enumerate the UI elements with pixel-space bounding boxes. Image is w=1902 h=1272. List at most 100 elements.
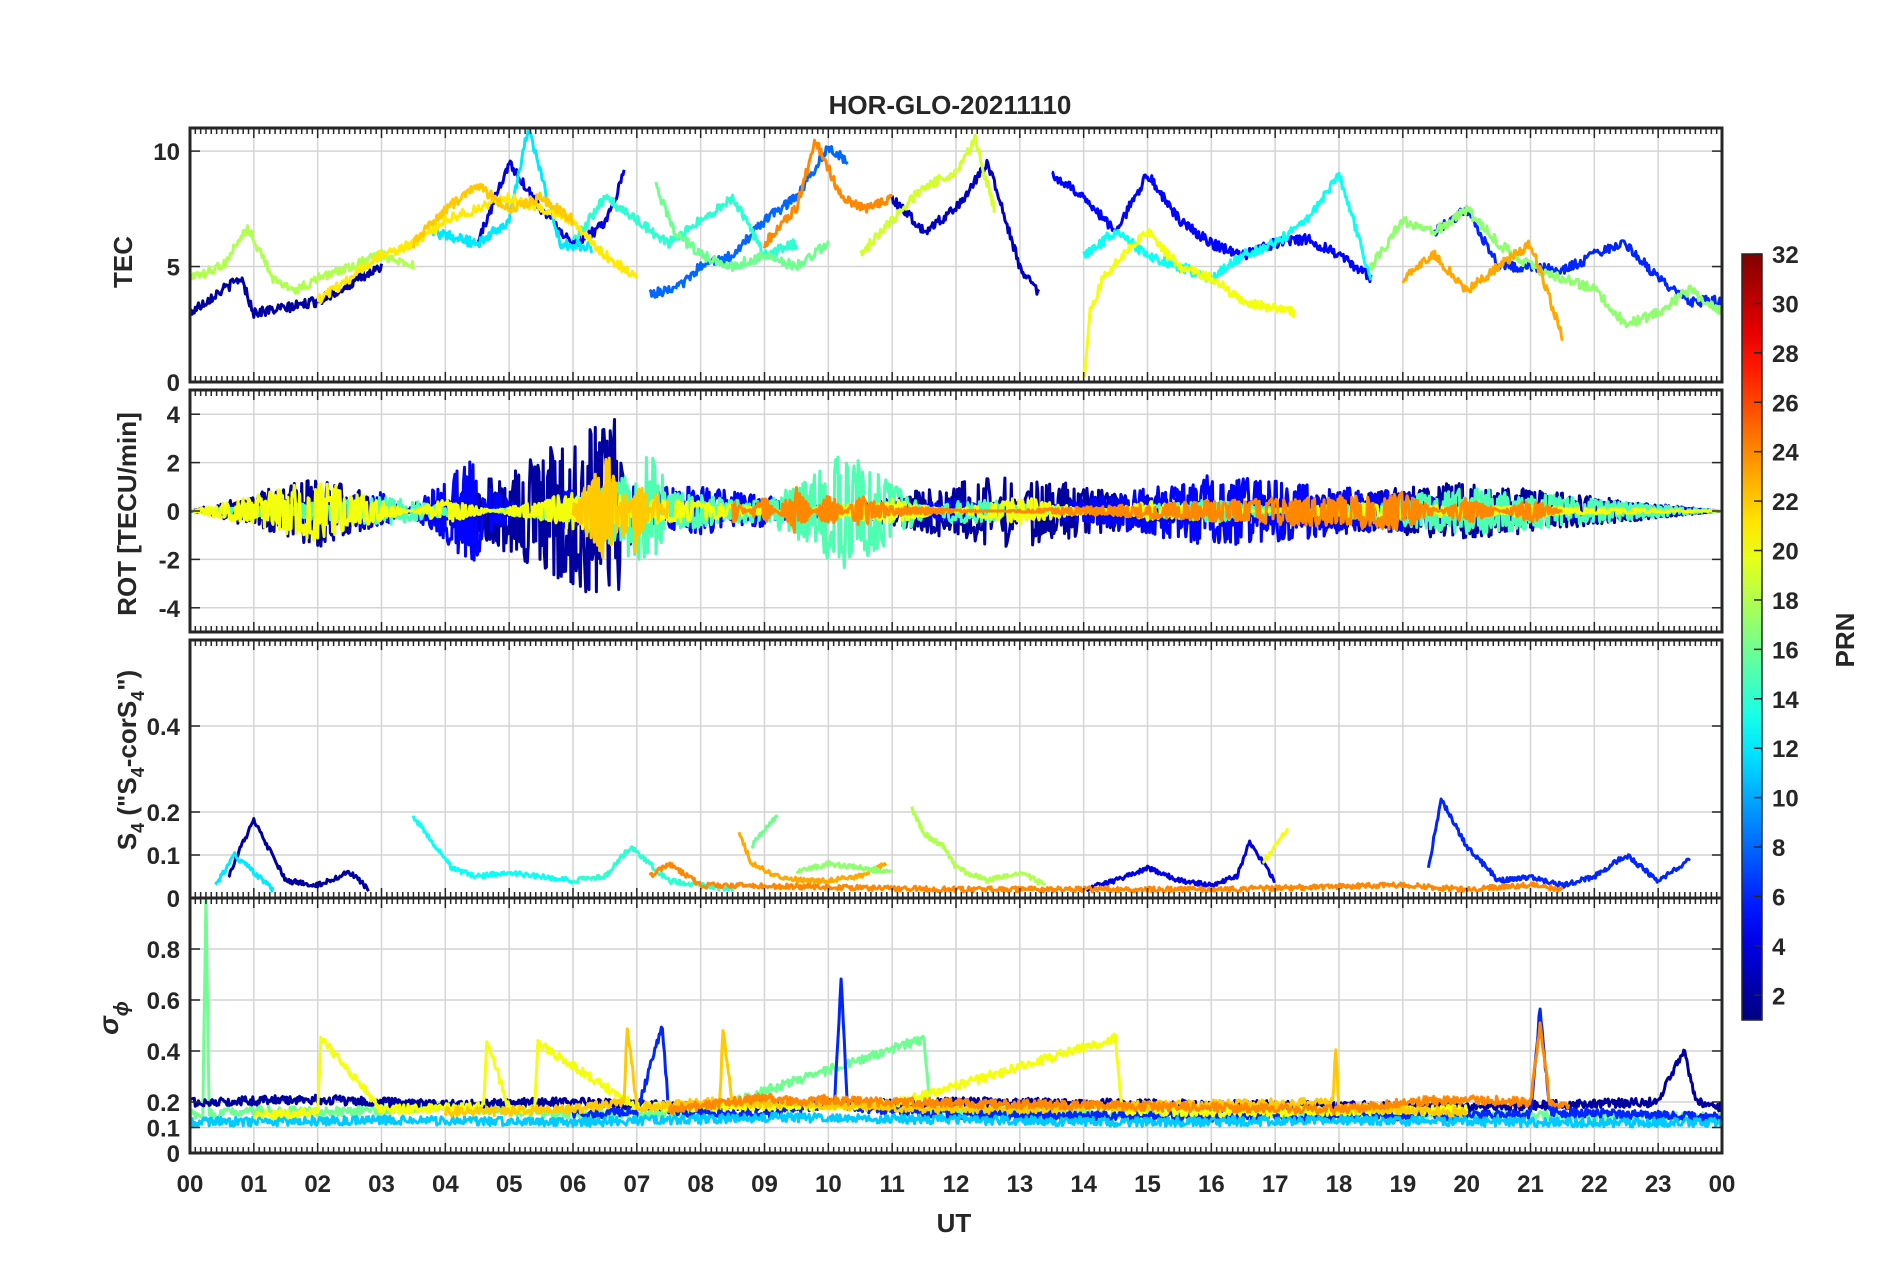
x-tick-label: 22 [1581,1171,1608,1198]
tec-series-prn-3 [890,158,1041,296]
tec-series-prn-8 [648,145,849,299]
sigma-y-tick-label: 0.1 [147,1116,180,1143]
sigma-y-tick-label: 0 [167,1141,180,1168]
x-tick-label: 10 [815,1171,842,1198]
sigma-tick-marks [189,898,1723,1154]
tec-y-tick-label: 0 [167,370,180,397]
s4-series-prn-4 [1082,839,1277,892]
sigma-y-tick-label: 0.4 [147,1039,181,1066]
rot-y-tick-labels: -4 -2 0 2 4 [159,402,181,623]
x-tick-label: 20 [1453,1171,1480,1198]
tec-series-prn-13 [1082,171,1373,284]
rot-y-tick-label: 4 [167,402,181,429]
colorbar-tick-label: 18 [1772,588,1799,615]
tec-series-prn-22 [411,182,575,249]
x-tick-label: 07 [623,1171,650,1198]
tec-series-prn-23 [1401,239,1564,342]
rot-y-tick-label: -2 [159,547,180,574]
x-tick-label: 00 [177,1171,204,1198]
tec-series-prn-4 [476,159,626,250]
sigma-y-tick-label: 0.6 [147,988,180,1015]
colorbar-tick-label: 10 [1772,786,1799,813]
s4-series-prn-12 [214,851,275,893]
x-tick-label: 19 [1389,1171,1416,1198]
s4-label-sub-3: 4 [128,691,148,701]
x-tick-label: 23 [1645,1171,1672,1198]
s4-label-open: ("S [112,777,142,823]
colorbar-gradient [1741,253,1763,1021]
s4-series-prn-20 [1262,827,1290,864]
phi-subscript: ϕ [111,1001,133,1016]
sigma-series-prn-22 [443,1027,1469,1118]
colorbar-tick-label: 28 [1772,341,1799,368]
s4-label-mid: -corS [112,701,142,767]
s4-y-tick-label: 0.1 [147,843,180,870]
colorbar-tick-label: 4 [1772,934,1786,961]
x-tick-label: 00 [1709,1171,1736,1198]
s4-label-sub: 4 [128,823,148,833]
x-tick-label: 02 [304,1171,331,1198]
x-tick-label: 17 [1262,1171,1289,1198]
tec-series-prn-20 [1082,227,1296,378]
s4-series-prn-13 [411,815,574,885]
sigma-y-tick-label: 0.8 [147,937,180,964]
tec-y-tick-labels: 0 5 10 [153,139,180,397]
s4-series-prn-24 [648,861,1564,894]
tec-series-prn-24 [763,138,894,249]
tec-panel: 0 5 10 [153,126,1724,397]
x-tick-label: 21 [1517,1171,1544,1198]
sigma-series-prn-11 [190,1111,1722,1129]
tec-series-group [190,128,1722,378]
sigma-y-tick-label: 0.2 [147,1090,180,1117]
s4-series-group [214,797,1691,894]
sigma-series-prn-24 [667,1021,1571,1116]
colorbar-tick-label: 24 [1772,440,1799,467]
tec-series-prn-6 [1433,205,1722,308]
colorbar-tick-label: 12 [1772,736,1799,763]
s4-series-prn-23 [737,831,888,885]
x-tick-label: 09 [751,1171,778,1198]
s4-label-close: ") [112,670,142,691]
tec-y-axis-label: TEC [108,236,138,288]
colorbar-tick-label: 32 [1772,242,1799,269]
rot-y-tick-label: 0 [167,499,180,526]
s4-label-sub-2: 4 [128,767,148,777]
s4-series-prn-18 [910,805,1047,887]
s4-y-tick-label: 0.4 [147,714,181,741]
x-tick-label: 04 [432,1171,459,1198]
tec-series-prn-14 [571,193,798,260]
chart-title: HOR-GLO-20211110 [829,90,1072,120]
colorbar-tick-label: 8 [1772,835,1785,862]
x-tick-label: 03 [368,1171,395,1198]
colorbar-label: PRN [1830,613,1860,668]
colorbar-tick-label: 2 [1772,983,1785,1010]
colorbar-tick-label: 22 [1772,489,1799,516]
s4-y-tick-label: 0.2 [147,800,180,827]
s4-y-axis-label: S4 ("S4-corS4") [112,670,148,850]
s4-series-prn-17 [795,860,894,874]
x-tick-label: 14 [1070,1171,1097,1198]
s4-y-tick-labels: 0 0.1 0.2 0.4 [147,714,181,913]
s4-series-prn-16 [750,814,779,849]
x-tick-label: 16 [1198,1171,1225,1198]
tec-series-prn-21 [316,192,639,304]
x-tick-label: 06 [560,1171,587,1198]
tec-series-prn-5 [1051,170,1373,284]
s4-label-s: S [112,833,142,850]
x-tick-label: 12 [943,1171,970,1198]
rot-panel: -4 -2 0 2 4 [159,388,1724,634]
tec-y-tick-label: 5 [167,255,180,282]
colorbar-tick-label: 16 [1772,637,1799,664]
rot-series-group [190,418,1722,594]
rot-tick-marks [189,390,1723,632]
s4-tick-marks [189,640,1723,899]
tec-series-prn-17 [1369,205,1722,329]
x-tick-label: 13 [1006,1171,1033,1198]
x-tick-labels: 00 01 02 03 04 05 06 07 08 09 10 11 12 13 14 15 16 17 18 19… [177,1171,1736,1198]
x-axis-label: UT [937,1208,972,1238]
s4-series-prn-6 [1426,797,1691,889]
colorbar-tick-label: 14 [1772,687,1799,714]
